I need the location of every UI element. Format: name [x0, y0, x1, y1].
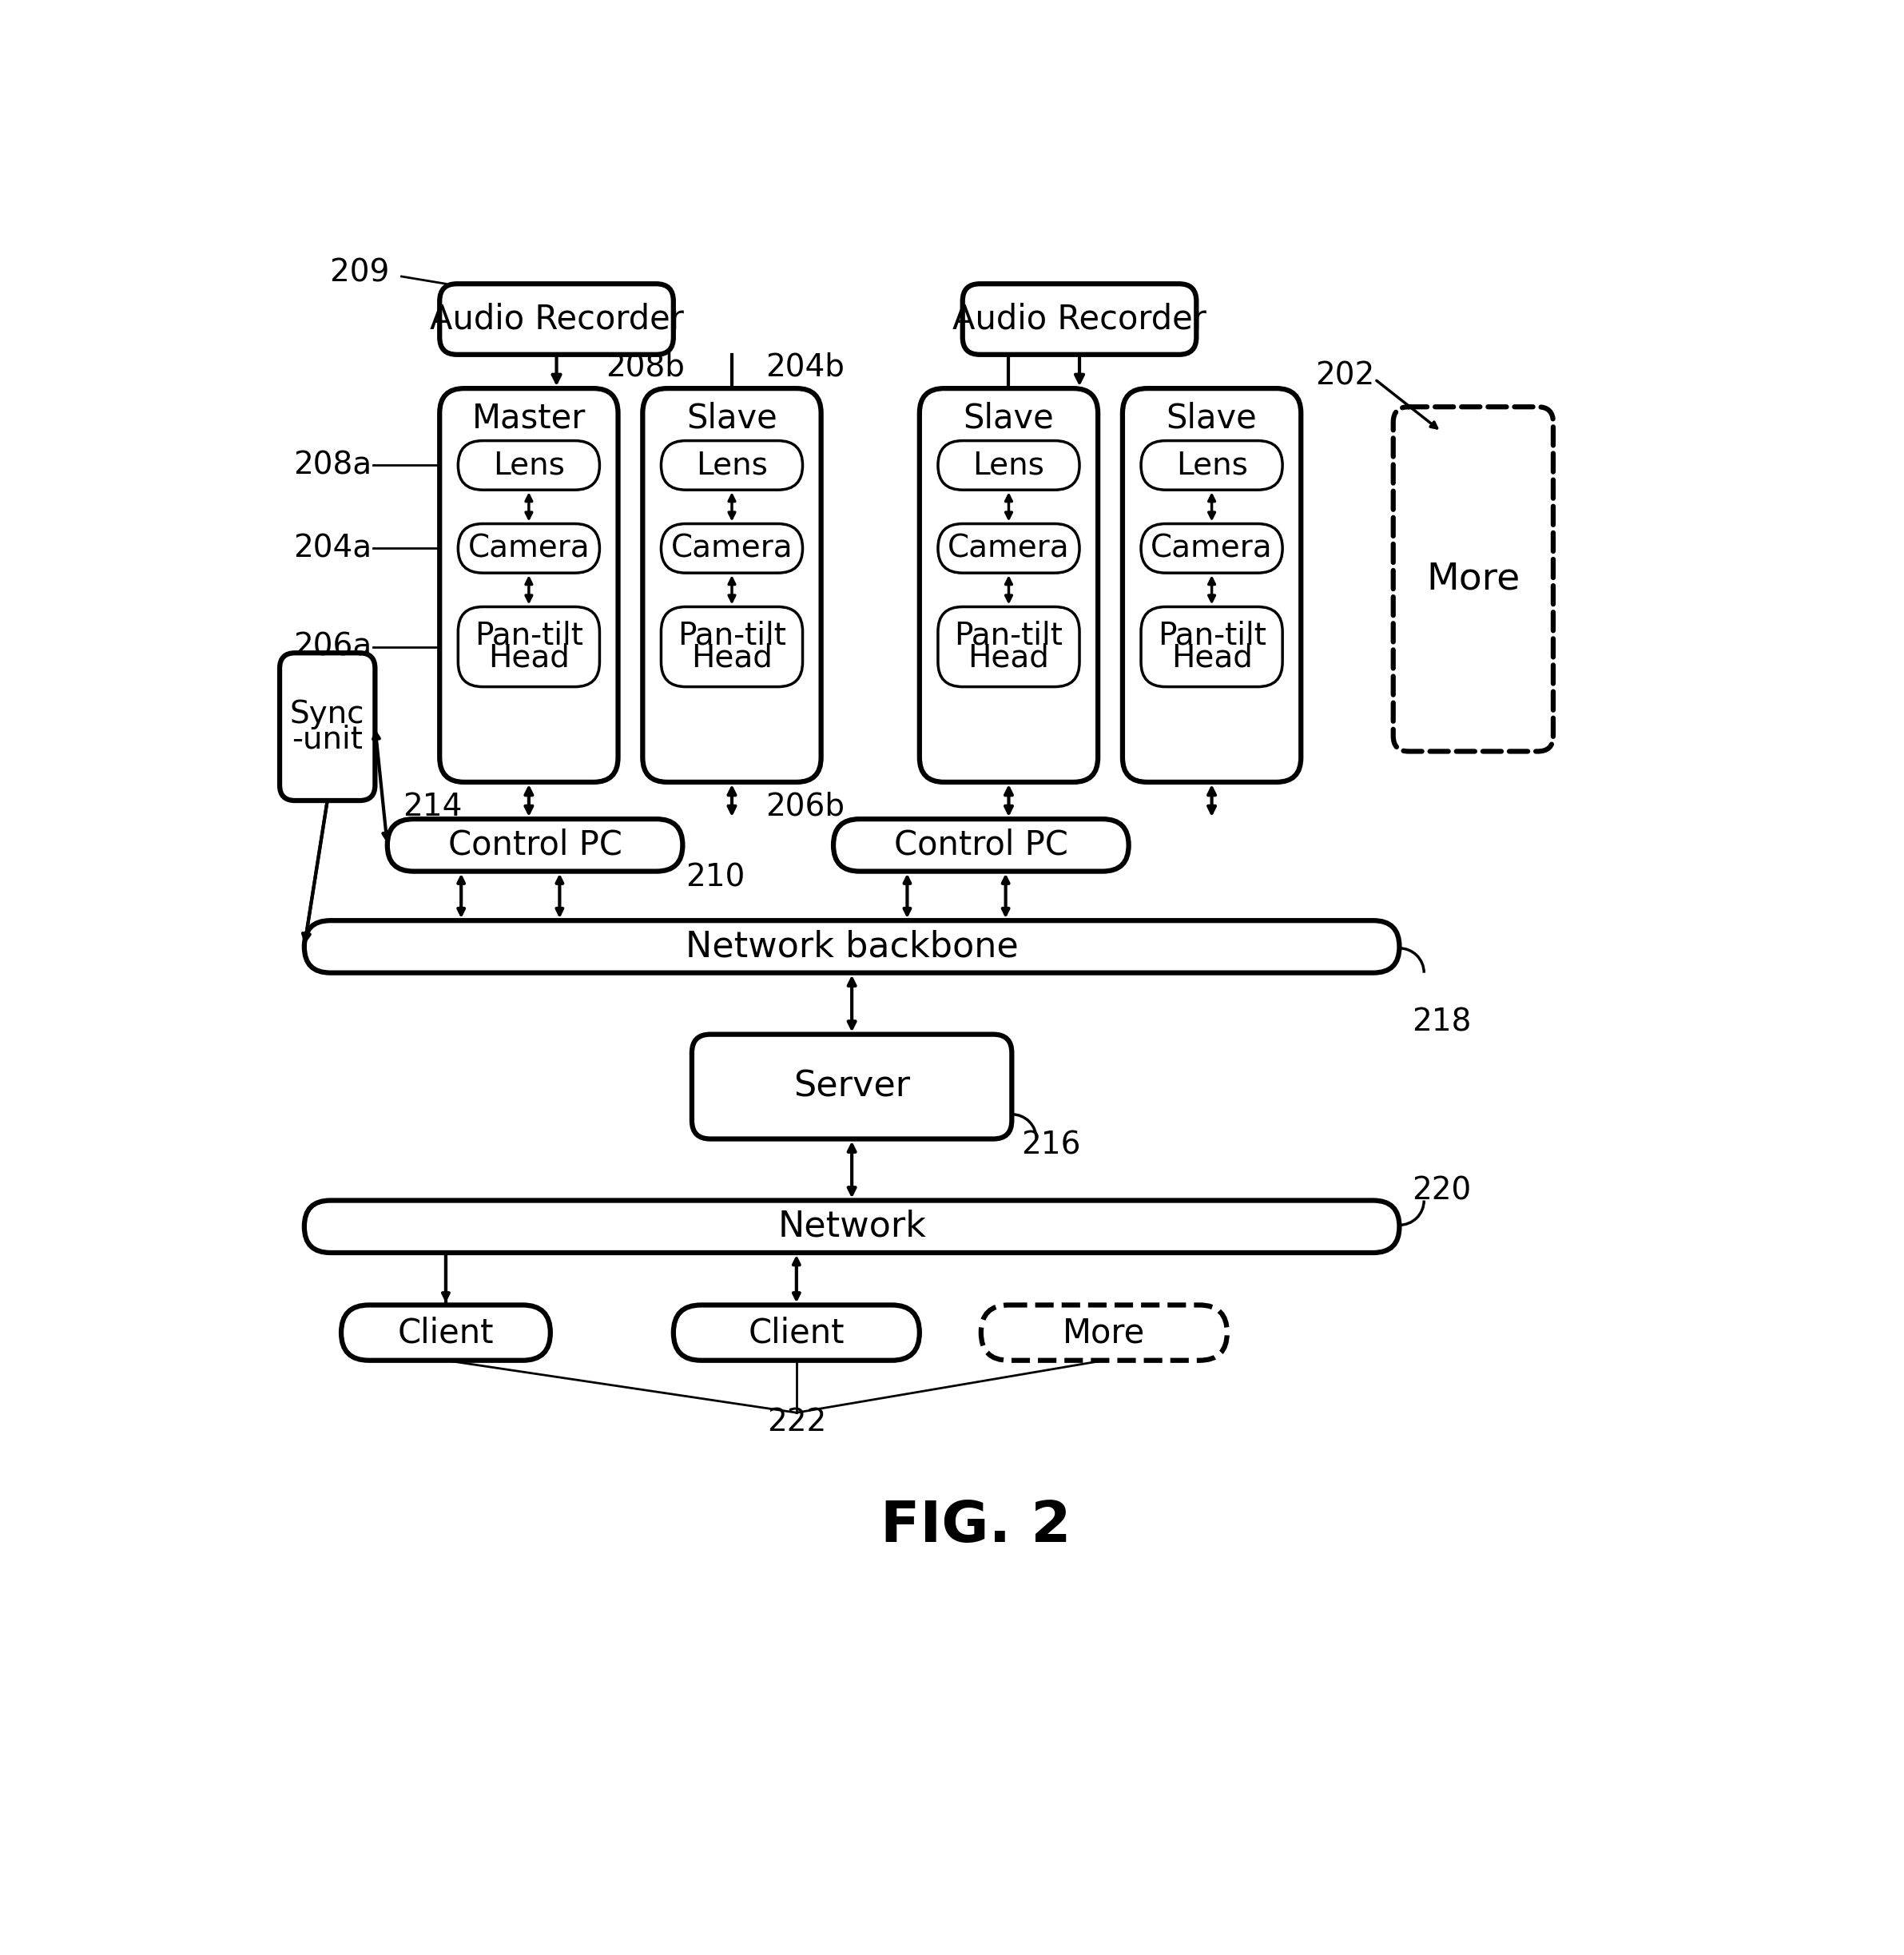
- Text: Server: Server: [794, 1069, 910, 1105]
- FancyBboxPatch shape: [280, 653, 375, 800]
- FancyBboxPatch shape: [644, 389, 821, 782]
- Text: Client: Client: [398, 1316, 493, 1349]
- Text: Network: Network: [777, 1210, 925, 1243]
- Text: Pan-tilt: Pan-tilt: [474, 620, 583, 651]
- Text: FIG. 2: FIG. 2: [880, 1499, 1070, 1554]
- Text: Network backbone: Network backbone: [685, 929, 1019, 964]
- FancyBboxPatch shape: [305, 1200, 1399, 1253]
- Text: Sync: Sync: [289, 700, 366, 729]
- Text: Head: Head: [1171, 643, 1253, 673]
- FancyBboxPatch shape: [1394, 407, 1554, 751]
- FancyBboxPatch shape: [1140, 440, 1283, 491]
- Text: 210: 210: [685, 862, 744, 893]
- FancyBboxPatch shape: [661, 606, 803, 686]
- Text: 208a: 208a: [293, 450, 371, 481]
- Text: Control PC: Control PC: [447, 829, 623, 862]
- FancyBboxPatch shape: [834, 819, 1129, 872]
- FancyBboxPatch shape: [459, 524, 600, 573]
- Text: 206b: 206b: [765, 792, 845, 821]
- FancyBboxPatch shape: [939, 524, 1080, 573]
- Text: 208b: 208b: [605, 352, 685, 381]
- Text: 206a: 206a: [293, 631, 371, 663]
- Text: Head: Head: [967, 643, 1049, 673]
- Text: 209: 209: [329, 258, 400, 287]
- FancyBboxPatch shape: [674, 1306, 920, 1361]
- Text: Pan-tilt: Pan-tilt: [1158, 620, 1266, 651]
- Text: Slave: Slave: [963, 401, 1055, 434]
- FancyBboxPatch shape: [387, 819, 684, 872]
- Text: Control PC: Control PC: [895, 829, 1068, 862]
- FancyBboxPatch shape: [691, 1034, 1011, 1140]
- Text: Camera: Camera: [948, 534, 1070, 563]
- Text: Camera: Camera: [670, 534, 792, 563]
- FancyBboxPatch shape: [963, 283, 1196, 354]
- Text: Audio Recorder: Audio Recorder: [952, 303, 1207, 336]
- FancyBboxPatch shape: [305, 921, 1399, 974]
- Text: Camera: Camera: [1150, 534, 1272, 563]
- FancyBboxPatch shape: [440, 389, 619, 782]
- FancyBboxPatch shape: [1140, 606, 1283, 686]
- FancyBboxPatch shape: [939, 440, 1080, 491]
- Text: 216: 216: [1021, 1130, 1081, 1159]
- Text: 222: 222: [767, 1408, 826, 1437]
- Text: Master: Master: [472, 401, 586, 434]
- Text: Lens: Lens: [973, 450, 1045, 481]
- Text: 204a: 204a: [293, 534, 371, 563]
- FancyBboxPatch shape: [341, 1306, 550, 1361]
- FancyBboxPatch shape: [459, 440, 600, 491]
- Text: 204b: 204b: [765, 352, 845, 381]
- Text: -unit: -unit: [291, 723, 364, 755]
- Text: Slave: Slave: [687, 401, 777, 434]
- Text: 218: 218: [1411, 1007, 1472, 1038]
- FancyBboxPatch shape: [1123, 389, 1300, 782]
- Text: Lens: Lens: [493, 450, 565, 481]
- Text: 214: 214: [404, 792, 463, 821]
- FancyBboxPatch shape: [440, 283, 674, 354]
- Text: Head: Head: [487, 643, 569, 673]
- Text: Head: Head: [691, 643, 773, 673]
- Text: Slave: Slave: [1167, 401, 1257, 434]
- Text: Camera: Camera: [468, 534, 590, 563]
- Text: Lens: Lens: [697, 450, 767, 481]
- Text: 202: 202: [1316, 362, 1375, 391]
- Text: 220: 220: [1411, 1177, 1472, 1206]
- Text: Lens: Lens: [1177, 450, 1247, 481]
- FancyBboxPatch shape: [661, 524, 803, 573]
- FancyBboxPatch shape: [920, 389, 1099, 782]
- Text: More: More: [1426, 561, 1519, 596]
- Text: Client: Client: [748, 1316, 845, 1349]
- FancyBboxPatch shape: [459, 606, 600, 686]
- Text: Pan-tilt: Pan-tilt: [678, 620, 786, 651]
- FancyBboxPatch shape: [661, 440, 803, 491]
- Text: Pan-tilt: Pan-tilt: [954, 620, 1062, 651]
- FancyBboxPatch shape: [981, 1306, 1226, 1361]
- FancyBboxPatch shape: [1140, 524, 1283, 573]
- Text: Audio Recorder: Audio Recorder: [430, 303, 684, 336]
- Text: More: More: [1062, 1316, 1146, 1349]
- FancyBboxPatch shape: [939, 606, 1080, 686]
